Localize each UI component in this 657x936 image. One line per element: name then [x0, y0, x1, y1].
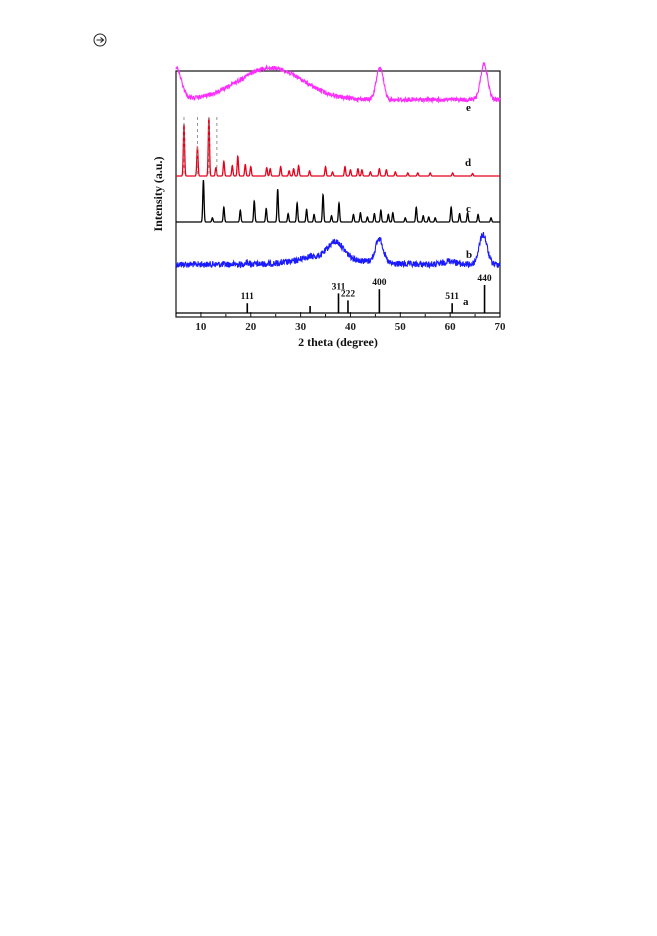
hkl-label: 311 — [332, 282, 346, 292]
series-e-curve — [175, 62, 501, 104]
circled-arrow-icon — [93, 33, 107, 47]
x-tick-label: 60 — [445, 321, 457, 333]
x-tick-label: 50 — [395, 321, 407, 333]
series-c-curve — [176, 179, 500, 223]
x-axis: 10 20 30 40 50 60 70 — [175, 312, 507, 333]
hkl-label: 511 — [445, 292, 459, 302]
curve-label-d: d — [465, 157, 471, 169]
curve-label-a: a — [463, 296, 469, 308]
curve-label-c: c — [466, 203, 471, 215]
plot-frame — [175, 70, 501, 318]
hkl-label: 440 — [477, 274, 492, 284]
x-tick-label: 30 — [295, 321, 307, 333]
reference-sticks — [176, 285, 500, 314]
series-b-curve — [175, 232, 501, 270]
dashed-markers — [183, 117, 218, 176]
plot-area — [175, 70, 501, 318]
x-tick-label: 70 — [495, 321, 507, 333]
curve-label-b: b — [466, 249, 472, 261]
x-axis-title: 2 theta (degree) — [298, 335, 378, 349]
curve-labels: a b c d e — [463, 102, 472, 308]
series-d-curve — [176, 117, 500, 177]
hkl-label: 400 — [372, 278, 387, 288]
x-tick-label: 10 — [195, 321, 207, 333]
x-tick-label: 40 — [345, 321, 357, 333]
series-curves — [175, 62, 501, 270]
y-axis-title: Intensity (a.u.) — [151, 156, 165, 231]
hkl-label: 111 — [241, 292, 254, 302]
hkl-label: 222 — [341, 289, 356, 299]
curve-label-e: e — [466, 102, 471, 114]
x-tick-label: 20 — [245, 321, 257, 333]
